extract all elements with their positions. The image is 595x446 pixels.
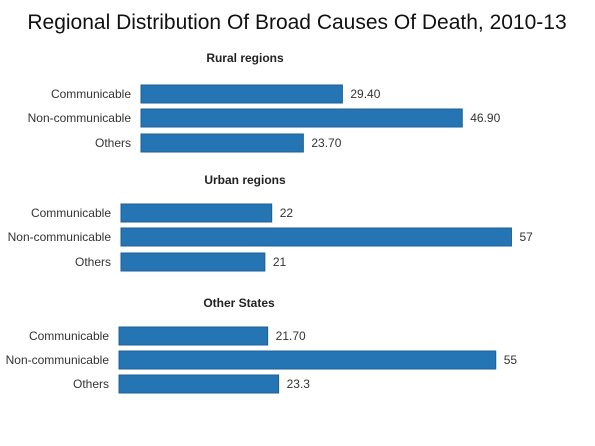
panel-1: Rural regions Communicable 29.40 Non-commun… [28,51,501,153]
bar [118,350,497,370]
bar [118,374,280,394]
panel-title: Urban regions [204,173,286,187]
panel-title: Other States [203,296,275,310]
data-label: 29.40 [350,87,380,101]
category-label: Others [73,377,109,391]
bar [140,84,343,104]
bar [140,108,463,128]
category-label: Others [95,136,131,150]
data-label: 22 [280,206,294,220]
data-label: 21 [273,255,287,269]
panel-title: Rural regions [206,51,284,65]
category-label: Non-communicable [28,111,132,125]
data-label: 23.3 [287,377,311,391]
panel-3: Other States Communicable 21.70 Non-communi… [6,296,518,394]
data-label: 23.70 [311,136,341,150]
data-label: 46.90 [470,111,500,125]
category-label: Communicable [31,206,111,220]
category-label: Non-communicable [8,230,112,244]
category-label: Others [75,255,111,269]
data-label: 55 [504,353,518,367]
category-label: Non-communicable [6,353,110,367]
category-label: Communicable [29,329,109,343]
data-label: 21.70 [276,329,306,343]
bar [140,133,304,153]
bar [120,203,273,223]
bar [118,326,269,346]
bar [120,252,266,272]
bar [120,227,512,247]
data-label: 57 [519,230,533,244]
chart-panels: Rural regions Communicable 29.40 Non-commun… [6,51,533,394]
chart-title: Regional Distribution Of Broad Causes Of… [27,11,566,34]
panel-2: Urban regions Communicable 22 Non-communica… [8,173,533,272]
category-label: Communicable [51,87,131,101]
